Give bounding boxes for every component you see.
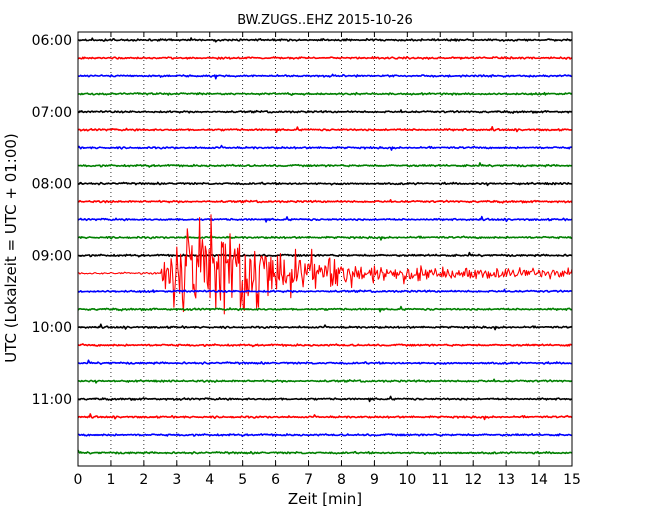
- y-tick-label: 09:00: [32, 248, 72, 264]
- x-tick-label: 8: [337, 472, 346, 488]
- seismic-trace-0600: [77, 37, 573, 43]
- vertical-grid: [110, 32, 540, 466]
- x-tick-label: 14: [530, 472, 548, 488]
- x-tick-label: 1: [106, 472, 115, 488]
- x-tick-label: 13: [497, 472, 515, 488]
- x-tick-label: 7: [304, 472, 313, 488]
- seismic-trace-0845: [78, 234, 573, 241]
- y-tick-label: 11:00: [32, 392, 72, 408]
- y-axis-label: UTC (Lokalzeit = UTC + 01:00): [2, 133, 20, 363]
- x-tick-label: 5: [238, 472, 247, 488]
- seismic-trace-0615: [77, 56, 573, 60]
- seismic-trace-1100: [77, 395, 573, 403]
- x-tick-label: 11: [431, 472, 449, 488]
- seismic-trace-1030: [77, 359, 573, 366]
- x-tick-label: 15: [563, 472, 581, 488]
- x-tick-label: 10: [398, 472, 416, 488]
- seismic-trace-0915: [77, 214, 573, 315]
- seismic-trace-0700: [77, 109, 573, 114]
- seismic-trace-1045: [77, 378, 573, 384]
- y-tick-label: 06:00: [32, 33, 72, 49]
- seismic-trace-0645: [77, 91, 573, 96]
- x-axis-label: Zeit [min]: [288, 490, 362, 508]
- y-axis-ticks: 06:00 07:00 08:00 09:00 10:00 11:00: [32, 33, 572, 408]
- seismic-trace-0800: [78, 181, 573, 187]
- seismic-trace-0945: [77, 305, 573, 313]
- seismic-trace-0745: [77, 162, 573, 168]
- seismic-trace-0715: [77, 126, 572, 133]
- seismic-trace-0900: [77, 251, 573, 258]
- plot-frame: [77, 31, 573, 467]
- x-tick-label: 9: [370, 472, 379, 488]
- seismic-trace-0930: [77, 288, 573, 294]
- x-tick-label: 12: [464, 472, 482, 488]
- y-tick-label: 10:00: [32, 320, 72, 336]
- x-tick-label: 3: [172, 472, 181, 488]
- seismic-trace-1130: [78, 433, 573, 438]
- x-tick-label: 0: [74, 472, 83, 488]
- seismic-trace-1145: [77, 449, 573, 455]
- seismic-trace-1000: [77, 323, 573, 331]
- seismic-traces: [77, 37, 573, 455]
- seismic-trace-0630: [77, 73, 573, 80]
- y-tick-label: 07:00: [32, 105, 72, 121]
- seismic-trace-1115: [77, 413, 573, 421]
- chart-title: BW.ZUGS..EHZ 2015-10-26: [237, 13, 413, 28]
- x-tick-label: 4: [205, 472, 214, 488]
- x-axis-ticks: 0 1 2 3 4 5 6 7 8 9 10 11 12 13 14 15: [74, 32, 581, 488]
- x-tick-label: 2: [139, 472, 148, 488]
- seismic-trace-0730: [77, 144, 573, 151]
- seismic-trace-0815: [77, 199, 573, 204]
- seismic-trace-1015: [77, 343, 573, 348]
- seismic-trace-0830: [77, 215, 573, 223]
- x-tick-label: 6: [271, 472, 280, 488]
- y-tick-label: 08:00: [32, 177, 72, 193]
